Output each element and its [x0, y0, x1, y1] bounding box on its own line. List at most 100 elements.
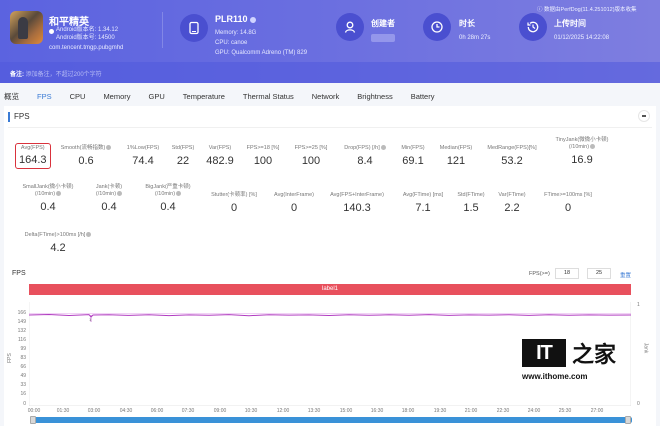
x-tick: 18:00 [401, 408, 415, 414]
note-strip [0, 62, 660, 83]
tab-memory[interactable]: Memory [103, 91, 131, 101]
metric-jank: Jank(卡顿) (/10min) 0.4 [95, 184, 123, 213]
minus-icon [642, 115, 646, 117]
note-placeholder: 添加备注，不超过200个字符 [25, 72, 102, 78]
chart-title: FPS [12, 270, 26, 277]
duration-label: 时长 [459, 19, 475, 28]
x-tick: 10:30 [244, 408, 258, 414]
info-icon[interactable] [86, 232, 92, 238]
tab-thermal-status[interactable]: Thermal Status [242, 91, 294, 101]
x-tick: 22:30 [496, 408, 510, 414]
metric-drop-fps: Drop(FPS) [/h] 8.4 [340, 145, 390, 167]
note-field[interactable]: 备注: 添加备注，不超过200个字符 [10, 69, 102, 78]
tab-gpu[interactable]: GPU [148, 91, 165, 101]
header-divider [162, 12, 163, 48]
slider-handle-left[interactable] [30, 416, 36, 424]
device-gpu: GPU: Qualcomm Adreno (TM) 829 [215, 50, 308, 56]
y-tick: 83 [20, 355, 26, 361]
x-tick: 27:00 [590, 408, 604, 414]
info-icon[interactable] [590, 144, 596, 150]
x-tick: 15:00 [339, 408, 353, 414]
metric-smooth: Smooth(流畅指数) 0.6 [56, 145, 116, 167]
x-tick: 04:30 [119, 408, 133, 414]
fps-filter-label: FPS(>=) [529, 271, 550, 277]
metric-avg-fps-interframe: Avg(FPS+InterFrame) 140.3 [330, 192, 384, 214]
device-cpu: CPU: canoe [215, 40, 248, 46]
device-info-icon[interactable] [249, 16, 256, 23]
clock-icon [423, 13, 451, 41]
metric-min-fps: Min(FPS) 69.1 [401, 145, 425, 167]
metric-median-fps: Median(FPS) 121 [439, 145, 473, 167]
x-tick: 13:30 [307, 408, 321, 414]
info-icon[interactable] [106, 145, 112, 151]
info-icon[interactable] [176, 191, 182, 197]
metric-medrange-fps: MedRange(FPS)[%] 53.2 [487, 145, 537, 167]
y-tick: 16 [20, 391, 26, 397]
fps-line-chart[interactable]: 1 [29, 302, 631, 406]
history-icon [519, 13, 547, 41]
user-icon [336, 13, 364, 41]
note-label: 备注: [10, 72, 24, 78]
y-tick: 49 [20, 373, 26, 379]
tab-fps[interactable]: FPS [37, 91, 52, 101]
time-range-slider[interactable] [30, 417, 632, 423]
creator-label: 创建者 [371, 19, 395, 28]
app-icon [10, 11, 43, 44]
x-tick: 21:00 [464, 408, 478, 414]
y-tick: 0 [23, 401, 26, 407]
phone-icon [180, 14, 208, 42]
tab-overview[interactable]: 概览 [4, 91, 19, 101]
info-icon[interactable] [117, 191, 123, 197]
y-tick: 166 [17, 310, 26, 316]
x-tick: 07:30 [181, 408, 195, 414]
tab-temperature[interactable]: Temperature [182, 91, 225, 101]
label-bar[interactable]: label1 [29, 284, 631, 295]
y-tick: 99 [20, 346, 26, 352]
fps-threshold-input-1[interactable]: 18 [555, 268, 579, 279]
metric-avg-ftime: Avg(FTime) [ms] 7.1 [402, 192, 444, 214]
info-icon[interactable] [380, 145, 386, 151]
upload-time-label: 上传时间 [554, 19, 586, 28]
x-tick: 16:30 [370, 408, 384, 414]
device-specs: Memory: 14.8G CPU: canoe GPU: Qualcomm A… [215, 28, 307, 58]
watermark-url: www.ithome.com [522, 372, 588, 381]
app-name: 和平精英 [49, 17, 89, 28]
fps-threshold-input-2[interactable]: 25 [587, 268, 611, 279]
metric-tinyjank: TinyJank(微微小卡顿) (/10min) 16.9 [555, 137, 609, 166]
slider-handle-right[interactable] [625, 416, 631, 424]
x-tick: 19:30 [433, 408, 447, 414]
report-header [0, 0, 660, 83]
app-package: com.tencent.tmgp.pubgmhd [49, 45, 124, 51]
x-tick: 00:00 [27, 408, 41, 414]
metric-1pct-low: 1%Low(FPS) 74.4 [126, 145, 160, 167]
android-version-code: Android版本号: 14500 [56, 35, 115, 41]
svg-text:1: 1 [89, 317, 92, 322]
y-tick: 66 [20, 364, 26, 370]
collapse-button[interactable] [638, 110, 650, 122]
y-tick: 33 [20, 382, 26, 388]
metric-bigjank: BigJank(严重卡顿) (/10min) 0.4 [145, 184, 191, 213]
y-tick: 132 [17, 328, 26, 334]
android-version-name: Android版本名: 1.34.12 [56, 27, 119, 33]
x-tick: 03:00 [87, 408, 101, 414]
metric-avg-fps: Avg(FPS) 164.3 [15, 143, 51, 169]
y-tick: 149 [17, 319, 26, 325]
x-tick: 09:00 [213, 408, 227, 414]
tab-network[interactable]: Network [311, 91, 340, 101]
tab-battery[interactable]: Battery [410, 91, 435, 101]
reset-button[interactable]: 重置 [620, 273, 632, 279]
upload-time-value: 01/12/2025 14:22:08 [554, 35, 610, 41]
x-tick: 01:30 [56, 408, 70, 414]
app-version: Android版本名: 1.34.12 Android版本号: 14500 [56, 26, 118, 42]
creator-value [371, 34, 395, 42]
x-tick: 24:00 [527, 408, 541, 414]
tab-cpu[interactable]: CPU [69, 91, 86, 101]
y-tick: 116 [18, 337, 26, 343]
tab-brightness[interactable]: Brightness [357, 91, 393, 101]
y2-tick: 1 [637, 302, 640, 308]
x-tick: 06:00 [150, 408, 164, 414]
device-memory: Memory: 14.8G [215, 30, 257, 36]
watermark: IT 之家 www.ithome.com [522, 337, 622, 381]
info-icon[interactable] [56, 191, 62, 197]
device-model: PLR110 [215, 14, 256, 24]
